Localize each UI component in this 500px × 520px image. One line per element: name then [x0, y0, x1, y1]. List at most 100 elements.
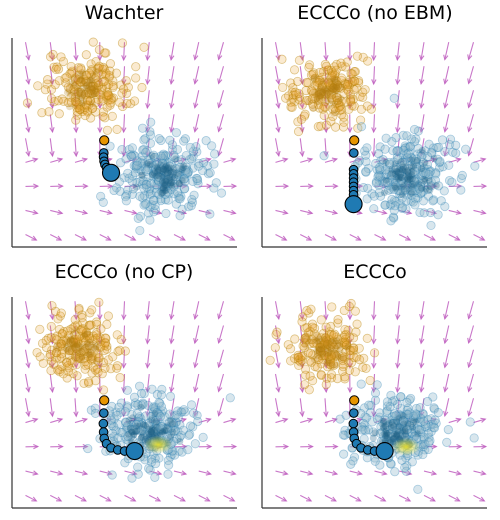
data-point-orange — [73, 338, 83, 348]
counterfactual-step — [348, 418, 359, 429]
data-point-orange — [40, 85, 51, 95]
data-point-blue — [156, 164, 166, 174]
field-arrow — [399, 209, 413, 215]
field-arrow — [217, 66, 225, 85]
data-point-blue — [411, 154, 422, 164]
data-point-orange — [48, 359, 59, 369]
data-point-orange — [139, 42, 149, 52]
data-point-blue — [393, 416, 403, 426]
data-point-orange — [81, 335, 91, 346]
data-point-orange-core — [317, 83, 325, 91]
data-point-blue — [177, 447, 187, 457]
data-point-blue — [397, 157, 408, 167]
data-point-blue — [167, 144, 178, 155]
data-point-orange — [315, 338, 325, 348]
data-point-blue — [340, 430, 350, 440]
data-point-blue — [444, 160, 454, 170]
data-point-blue — [382, 397, 393, 407]
data-point-blue-core — [150, 169, 158, 177]
data-point-orange-core — [315, 346, 323, 354]
data-point-blue — [394, 167, 404, 177]
field-arrow — [419, 90, 425, 110]
data-point-orange — [324, 80, 334, 90]
data-point-orange — [80, 90, 90, 100]
field-arrow — [299, 66, 305, 86]
data-point-orange — [101, 82, 112, 92]
data-point-orange — [65, 69, 75, 79]
data-point-orange — [339, 88, 349, 98]
data-point-blue — [359, 434, 369, 444]
data-point-blue — [135, 211, 146, 221]
data-point-blue — [419, 434, 429, 444]
data-point-blue-core — [162, 176, 170, 184]
data-point-blue — [191, 173, 201, 183]
data-point-blue — [173, 406, 183, 416]
data-point-blue-core — [382, 176, 390, 184]
data-point-blue — [161, 423, 171, 434]
data-point-blue — [168, 420, 178, 430]
panel-wachter — [11, 37, 238, 248]
field-arrow — [148, 494, 162, 502]
data-point-orange — [316, 369, 326, 380]
data-point-blue-core — [163, 170, 171, 178]
data-point-blue — [123, 431, 133, 441]
data-point-blue — [406, 393, 416, 404]
field-arrow — [193, 349, 200, 369]
data-point-orange — [341, 329, 351, 340]
data-point-blue — [173, 426, 183, 437]
data-point-blue — [130, 167, 140, 178]
data-point-blue — [175, 432, 185, 442]
data-point-blue — [375, 428, 385, 438]
data-point-orange-core — [341, 354, 349, 362]
data-point-orange — [55, 367, 65, 377]
data-point-orange-core — [329, 82, 337, 90]
data-point-orange — [53, 342, 63, 352]
data-point-blue — [145, 154, 156, 165]
data-point-blue — [444, 175, 455, 186]
data-point-blue — [398, 150, 408, 160]
data-point-blue — [382, 405, 392, 416]
data-point-orange-core — [89, 343, 97, 351]
data-point-blue — [391, 165, 401, 175]
counterfactual-start — [349, 135, 360, 146]
data-point-blue — [171, 417, 181, 427]
data-point-blue — [192, 410, 202, 420]
data-point-blue-core — [404, 168, 412, 176]
data-point-orange-core — [88, 341, 96, 349]
field-arrow — [300, 183, 314, 189]
data-point-orange — [108, 352, 118, 362]
data-point-orange — [328, 330, 339, 341]
data-point-orange — [340, 372, 350, 382]
data-point-orange-core — [301, 341, 309, 349]
data-point-orange — [316, 359, 326, 369]
field-arrow — [347, 349, 353, 369]
field-arrow — [371, 66, 377, 86]
field-arrow — [24, 66, 31, 85]
data-point-blue — [395, 176, 405, 186]
field-arrow — [217, 325, 225, 345]
axes — [261, 38, 487, 248]
field-arrow — [274, 301, 281, 321]
data-point-orange — [63, 82, 73, 92]
data-point-blue — [114, 402, 124, 412]
data-point-orange — [67, 68, 77, 78]
data-point-orange — [112, 124, 122, 134]
data-point-blue-core — [403, 175, 411, 183]
data-point-orange — [94, 353, 104, 363]
field-arrow — [73, 42, 79, 62]
data-point-orange — [335, 101, 345, 111]
data-point-orange-core — [332, 350, 340, 358]
data-point-blue — [146, 415, 157, 425]
data-point-orange — [90, 334, 100, 344]
field-arrow — [49, 66, 55, 86]
data-point-blue — [157, 384, 167, 394]
data-point-blue — [356, 122, 367, 132]
data-point-blue — [135, 191, 145, 201]
data-point-orange-core — [62, 344, 70, 352]
data-point-blue-core — [159, 165, 167, 173]
data-point-blue — [393, 418, 403, 428]
field-arrow — [74, 209, 89, 215]
field-arrow — [193, 90, 200, 109]
field-arrow — [50, 157, 64, 163]
data-point-blue — [166, 184, 176, 195]
